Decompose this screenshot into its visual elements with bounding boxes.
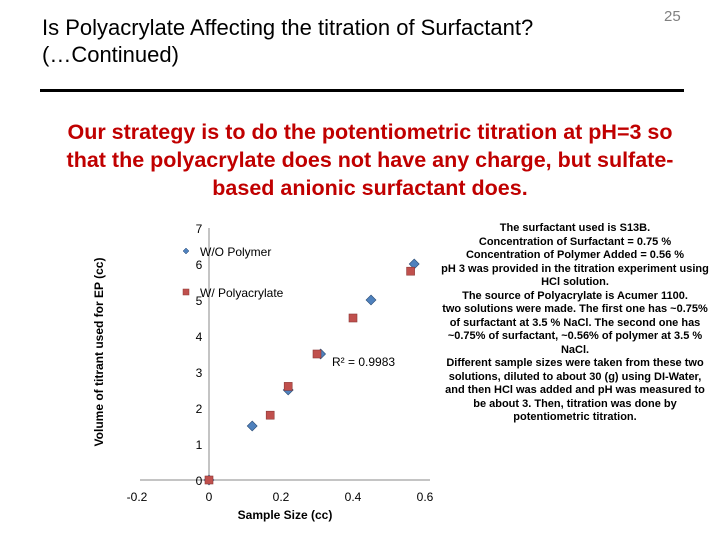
y-tick-labels: 0 1 2 3 4 5 6 7	[196, 222, 203, 488]
strategy-statement: Our strategy is to do the potentiometric…	[66, 120, 674, 200]
point-wo-polymer	[246, 420, 258, 432]
note-line: Different sample sizes were taken from t…	[445, 357, 705, 423]
x-tick-label: 0	[206, 490, 213, 504]
note-line: The surfactant used is S13B.	[499, 222, 651, 234]
y-tick-label: 4	[196, 330, 203, 344]
r-squared-annotation: R² = 0.9983	[332, 355, 395, 369]
slide-title: Is Polyacrylate Affecting the titration …	[42, 14, 672, 68]
y-tick-label: 5	[196, 294, 203, 308]
x-tick-labels: -0.2 0 0.2 0.4 0.6	[127, 490, 434, 504]
y-axis-label: Volume of titrant used for EP (cc)	[92, 258, 106, 447]
legend-label-wo-polymer: W/O Polymer	[200, 245, 271, 259]
x-tick-label: 0.4	[345, 490, 362, 504]
y-tick-label: 2	[196, 402, 203, 416]
slide-number: 25	[664, 8, 681, 25]
title-divider	[40, 89, 684, 92]
legend-marker-polyacrylate	[182, 288, 190, 296]
slide-title-line1: Is Polyacrylate Affecting the titration …	[42, 15, 534, 40]
point-polyacrylate	[204, 475, 214, 485]
point-wo-polymer	[365, 294, 377, 306]
point-polyacrylate	[406, 266, 415, 276]
data-points	[203, 258, 420, 486]
x-tick-label: 0.6	[417, 490, 434, 504]
point-polyacrylate	[265, 410, 275, 420]
y-tick-label: 3	[196, 366, 203, 380]
point-polyacrylate	[312, 349, 322, 359]
y-tick-label: 0	[196, 474, 203, 488]
legend-marker-wo-polymer	[182, 247, 190, 255]
y-tick-label: 1	[196, 438, 203, 452]
slide-title-line2: (…Continued)	[42, 42, 179, 67]
note-line: Concentration of Surfactant = 0.75 %	[478, 235, 672, 248]
note-line: pH 3 was provided in the titration exper…	[441, 262, 709, 289]
experiment-notes: The surfactant used is S13B. Concentratio…	[440, 222, 710, 425]
x-axis-label: Sample Size (cc)	[238, 508, 333, 522]
note-line: Concentration of Polymer Added = 0.56 %	[465, 249, 685, 261]
legend-label-polyacrylate: W/ Polyacrylate	[200, 286, 284, 300]
note-line: The source of Polyacrylate is Acumer 110…	[462, 289, 688, 302]
x-tick-label: -0.2	[127, 490, 148, 504]
point-polyacrylate	[283, 382, 293, 391]
point-polyacrylate	[348, 313, 358, 323]
y-tick-label: 6	[196, 258, 203, 272]
x-tick-label: 0.2	[273, 490, 290, 504]
note-line: two solutions were made. The first one h…	[442, 303, 708, 356]
legend: W/O Polymer W/ Polyacrylate	[182, 245, 284, 300]
y-tick-label: 7	[196, 222, 203, 236]
